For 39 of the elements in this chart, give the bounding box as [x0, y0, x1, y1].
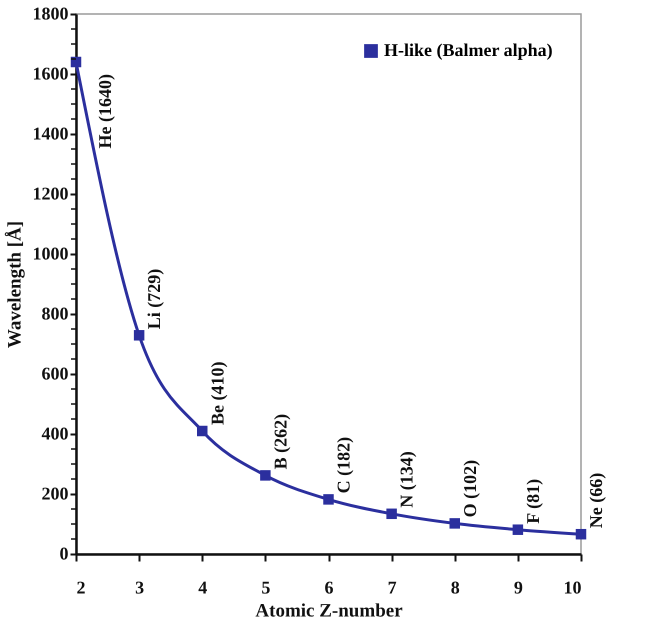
- x-tick-label: 7: [388, 578, 397, 598]
- data-label: Be (410): [207, 362, 228, 425]
- point: [260, 470, 271, 481]
- data-label: O (102): [460, 460, 480, 518]
- data-label: B (262): [270, 414, 290, 470]
- x-tick-label: 4: [198, 578, 208, 598]
- x-tick-label: 10: [564, 578, 582, 598]
- x-tick-label: 8: [450, 578, 460, 598]
- data-label: Li (729): [144, 268, 164, 330]
- x-tick-label: 6: [324, 578, 334, 598]
- y-tick-label: 600: [42, 364, 68, 384]
- data-label: He (1640): [95, 74, 115, 148]
- point: [512, 524, 524, 535]
- data-label: N (134): [396, 451, 417, 508]
- point: [386, 508, 397, 520]
- y-tick-label: 1200: [32, 184, 68, 204]
- y-tick-label: 800: [42, 304, 68, 324]
- point: [134, 330, 144, 341]
- y-tick-label: 1800: [32, 4, 68, 24]
- data-label: Ne (66): [586, 472, 606, 528]
- point: [323, 494, 334, 505]
- data-label: C (182): [334, 436, 354, 494]
- point: [450, 518, 460, 529]
- x-tick-label: 3: [135, 578, 144, 598]
- y-tick-label: 200: [42, 484, 68, 504]
- y-tick-label: 0: [60, 544, 68, 564]
- x-tick-label: 2: [76, 578, 86, 598]
- y-tick-label: 1400: [32, 124, 68, 144]
- y-tick-label: 1000: [32, 244, 68, 264]
- point: [197, 426, 208, 436]
- y-axis-title: Wavelength [Å]: [4, 220, 26, 348]
- data-label: F (81): [522, 478, 543, 524]
- y-tick-label: 400: [42, 424, 68, 444]
- x-axis-title: Atomic Z-number: [255, 600, 404, 622]
- legend-label: H-like (Balmer alpha): [384, 40, 553, 60]
- point: [576, 528, 586, 540]
- x-tick-label: 9: [514, 578, 523, 598]
- x-tick-label: 5: [261, 578, 270, 598]
- y-tick-label: 1600: [32, 64, 68, 84]
